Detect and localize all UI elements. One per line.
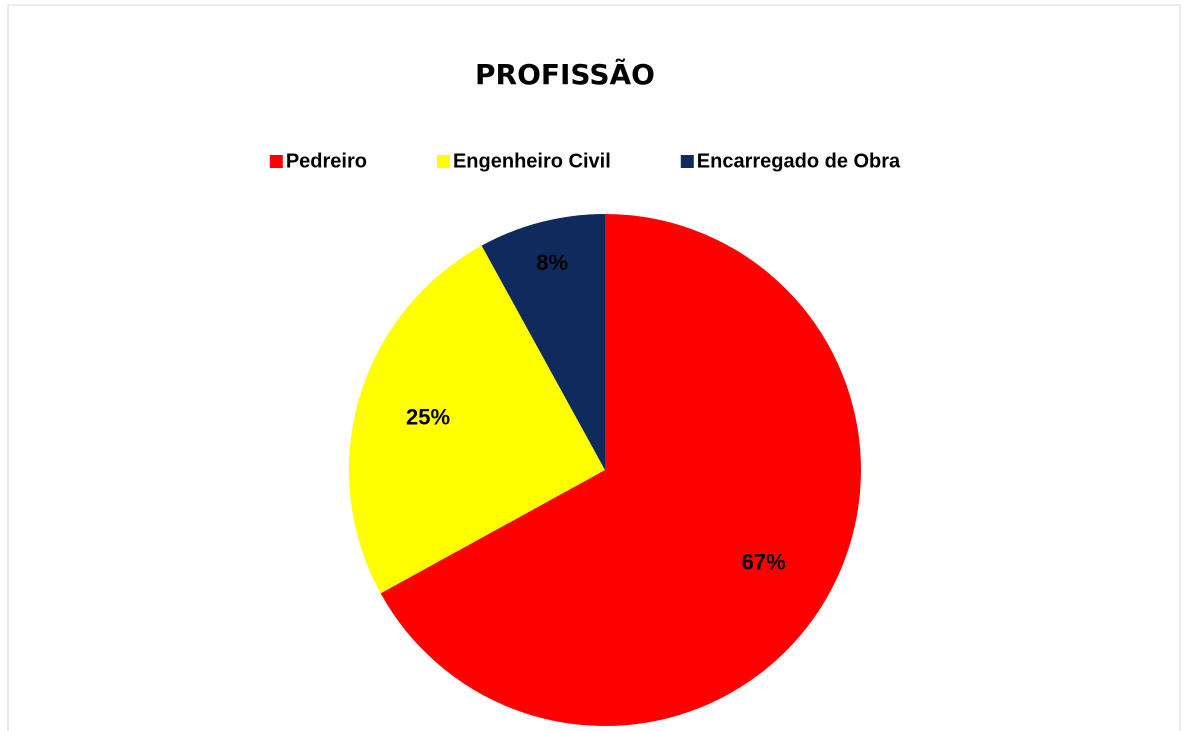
legend-label: Engenheiro Civil [453,150,611,172]
pie-slice [380,214,862,727]
legend-swatch [269,155,283,168]
pie-slice [349,245,605,594]
legend-swatch [680,155,694,168]
data-label: 67% [742,550,786,575]
data-label: 25% [406,404,450,429]
chart-title: PROFISSÃO [475,57,655,91]
legend-label: Encarregado de Obra [697,150,901,172]
legend-swatch [436,155,450,168]
data-label: 8% [536,250,568,275]
pie-slice [481,214,605,470]
legend-label: Pedreiro [286,150,367,172]
